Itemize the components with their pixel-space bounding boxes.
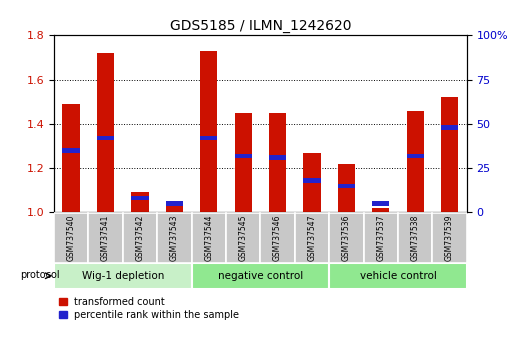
Bar (131, 193, 148, 212)
Title: GDS5185 / ILMN_1242620: GDS5185 / ILMN_1242620 (170, 19, 351, 33)
Bar (97, 53, 114, 212)
Bar (54, 213, 88, 263)
Bar (338, 184, 355, 188)
Bar (200, 136, 218, 140)
Text: GSM737541: GSM737541 (101, 215, 110, 261)
Bar (329, 213, 364, 263)
Text: GSM737547: GSM737547 (307, 215, 317, 261)
Text: GSM737545: GSM737545 (239, 215, 248, 261)
Bar (432, 213, 467, 263)
Bar (88, 213, 123, 263)
Bar (191, 263, 329, 289)
Text: protocol: protocol (19, 270, 60, 280)
Bar (295, 213, 329, 263)
Bar (372, 208, 389, 212)
Bar (441, 97, 458, 212)
Text: GSM737544: GSM737544 (204, 215, 213, 261)
Bar (191, 213, 226, 263)
Bar (54, 263, 191, 289)
Bar (226, 213, 260, 263)
Text: GSM737540: GSM737540 (67, 215, 75, 261)
Text: GSM737539: GSM737539 (445, 215, 454, 261)
Bar (234, 154, 252, 158)
Text: GSM737537: GSM737537 (377, 215, 385, 261)
Text: GSM737538: GSM737538 (411, 215, 420, 261)
Bar (338, 164, 355, 212)
Bar (441, 125, 458, 130)
Bar (166, 206, 183, 212)
Bar (234, 113, 252, 212)
Bar (329, 263, 467, 289)
Bar (269, 155, 286, 160)
Bar (407, 110, 424, 212)
Text: GSM737542: GSM737542 (135, 215, 144, 261)
Bar (131, 196, 148, 200)
Text: GSM737543: GSM737543 (170, 215, 179, 261)
Text: negative control: negative control (218, 271, 303, 281)
Bar (123, 213, 157, 263)
Bar (97, 136, 114, 140)
Bar (200, 51, 218, 212)
Text: vehicle control: vehicle control (360, 271, 437, 281)
Legend: transformed count, percentile rank within the sample: transformed count, percentile rank withi… (58, 297, 239, 320)
Text: GSM737546: GSM737546 (273, 215, 282, 261)
Bar (63, 148, 80, 153)
Bar (398, 213, 432, 263)
Bar (372, 201, 389, 206)
Text: GSM737536: GSM737536 (342, 215, 351, 261)
Bar (364, 213, 398, 263)
Bar (407, 154, 424, 158)
Bar (260, 213, 295, 263)
Text: Wig-1 depletion: Wig-1 depletion (82, 271, 164, 281)
Bar (303, 178, 321, 183)
Bar (269, 113, 286, 212)
Bar (166, 201, 183, 206)
Bar (157, 213, 191, 263)
Bar (303, 153, 321, 212)
Bar (63, 104, 80, 212)
